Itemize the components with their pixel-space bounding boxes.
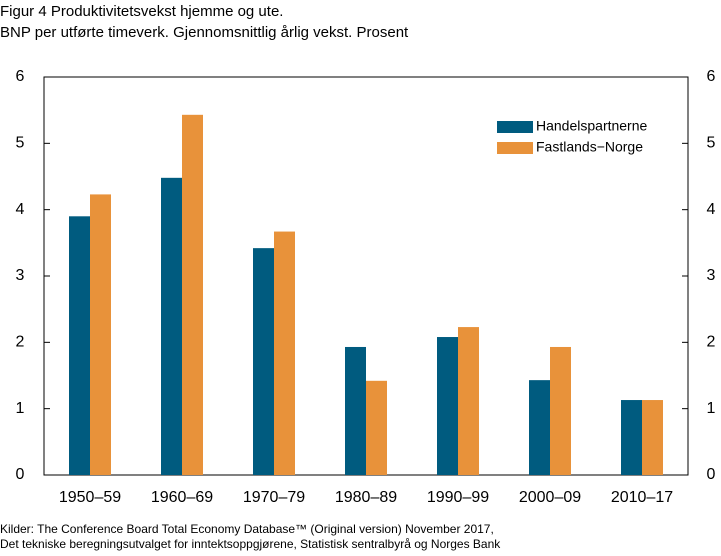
y2-tick-label: 4 xyxy=(707,201,716,218)
x-tick-label: 1960–69 xyxy=(151,489,213,506)
x-tick-label: 1980–89 xyxy=(335,489,397,506)
bar xyxy=(274,231,295,475)
bar xyxy=(642,400,663,475)
y-tick-label: 4 xyxy=(16,201,25,218)
legend-label: Handelspartnerne xyxy=(536,118,648,134)
y-tick-label: 5 xyxy=(16,135,25,152)
chart-title: Figur 4 Produktivitetsvekst hjemme og ut… xyxy=(0,3,283,20)
source: Kilder: The Conference Board Total Econo… xyxy=(0,522,494,536)
x-tick-label: 2000–09 xyxy=(519,489,581,506)
y2-tick-label: 0 xyxy=(707,466,716,483)
y-tick-label: 2 xyxy=(16,334,25,351)
x-tick-label: 1990–99 xyxy=(427,489,489,506)
bar xyxy=(161,177,182,475)
bar xyxy=(437,337,458,475)
y-tick-label: 3 xyxy=(16,267,25,284)
legend-swatch xyxy=(497,142,533,154)
legend-swatch xyxy=(497,121,533,133)
bar xyxy=(345,346,366,475)
bar xyxy=(621,400,642,475)
source: Det tekniske beregningsutvalget for innt… xyxy=(0,537,501,551)
bar xyxy=(253,248,274,475)
bar xyxy=(550,346,571,475)
chart-subtitle: BNP per utførte timeverk. Gjennomsnittli… xyxy=(0,24,409,41)
bar xyxy=(458,327,479,475)
y2-tick-label: 3 xyxy=(707,267,716,284)
y-tick-label: 6 xyxy=(16,68,25,85)
bar xyxy=(69,216,90,476)
x-tick-label: 1970–79 xyxy=(243,489,305,506)
y2-tick-label: 5 xyxy=(707,135,716,152)
bar xyxy=(182,114,203,475)
legend-label: Fastlands−Norge xyxy=(536,139,643,155)
y-tick-label: 1 xyxy=(16,400,25,417)
x-tick-label: 1950–59 xyxy=(59,489,121,506)
bar xyxy=(90,194,111,475)
y2-tick-label: 6 xyxy=(707,68,716,85)
y2-tick-label: 1 xyxy=(707,400,716,417)
y-tick-label: 0 xyxy=(16,466,25,483)
x-tick-label: 2010–17 xyxy=(611,489,673,506)
y2-tick-label: 2 xyxy=(707,334,716,351)
bar xyxy=(529,380,550,475)
bar xyxy=(366,380,387,475)
